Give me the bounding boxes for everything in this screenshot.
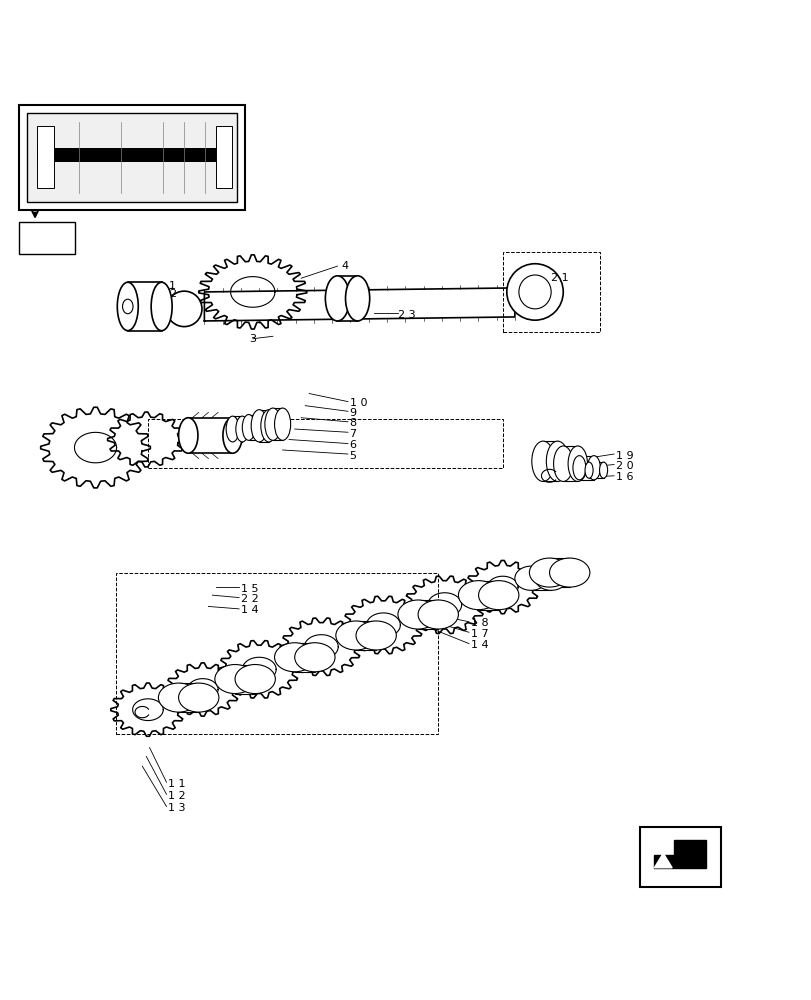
Ellipse shape: [506, 264, 563, 320]
Ellipse shape: [549, 558, 589, 587]
Ellipse shape: [226, 416, 238, 442]
Ellipse shape: [599, 462, 607, 478]
Ellipse shape: [260, 410, 277, 442]
Text: 1 8: 1 8: [470, 618, 487, 628]
Text: 3: 3: [248, 334, 255, 344]
Text: 2 3: 2 3: [397, 310, 415, 320]
Ellipse shape: [178, 418, 198, 453]
Ellipse shape: [151, 282, 172, 331]
Text: 1 0: 1 0: [349, 398, 367, 408]
Bar: [563, 446, 577, 481]
Ellipse shape: [534, 566, 567, 590]
Bar: [294, 643, 315, 672]
Ellipse shape: [234, 665, 275, 694]
Bar: [502, 252, 599, 332]
Ellipse shape: [336, 621, 375, 650]
Text: 1 5: 1 5: [240, 584, 258, 594]
Bar: [588, 462, 603, 478]
Polygon shape: [654, 840, 705, 868]
Text: 1 6: 1 6: [615, 472, 633, 482]
Text: 1: 1: [169, 281, 176, 291]
Bar: [579, 456, 593, 480]
Text: 7: 7: [349, 429, 356, 439]
Text: 9: 9: [349, 408, 356, 418]
Bar: [232, 416, 242, 442]
Ellipse shape: [518, 275, 551, 309]
Ellipse shape: [251, 410, 267, 442]
Text: 5: 5: [349, 451, 356, 461]
Ellipse shape: [397, 600, 438, 629]
Ellipse shape: [531, 441, 554, 481]
Ellipse shape: [235, 416, 248, 442]
Polygon shape: [654, 853, 672, 868]
Ellipse shape: [355, 621, 396, 650]
Bar: [478, 581, 498, 610]
Text: 1 2: 1 2: [168, 791, 186, 801]
Ellipse shape: [178, 683, 219, 712]
Ellipse shape: [529, 558, 569, 587]
Ellipse shape: [122, 299, 133, 314]
Bar: [37, 126, 54, 188]
Text: 2 2: 2 2: [240, 594, 258, 604]
Bar: [19, 222, 75, 254]
Ellipse shape: [478, 581, 518, 610]
Ellipse shape: [242, 415, 255, 440]
Ellipse shape: [584, 462, 592, 478]
Ellipse shape: [586, 456, 599, 480]
Ellipse shape: [573, 456, 585, 480]
Text: 1 1: 1 1: [168, 779, 186, 789]
Bar: [248, 415, 258, 440]
Bar: [115, 573, 438, 734]
Text: 1 7: 1 7: [470, 629, 487, 639]
Ellipse shape: [274, 643, 315, 672]
Ellipse shape: [553, 446, 573, 481]
Bar: [639, 827, 719, 887]
Bar: [418, 600, 438, 629]
Ellipse shape: [117, 282, 138, 331]
Text: 2 0: 2 0: [615, 461, 633, 471]
Bar: [272, 408, 282, 440]
Ellipse shape: [514, 566, 547, 590]
Bar: [234, 665, 255, 694]
Ellipse shape: [264, 408, 281, 440]
Ellipse shape: [345, 276, 369, 321]
Text: 1 4: 1 4: [470, 640, 487, 650]
Bar: [178, 683, 199, 712]
Text: 2: 2: [169, 289, 176, 299]
Text: 8: 8: [349, 418, 356, 428]
Text: 2 1: 2 1: [551, 273, 568, 283]
Bar: [216, 126, 232, 188]
Ellipse shape: [215, 665, 255, 694]
Bar: [127, 282, 161, 331]
Text: 6: 6: [349, 440, 356, 450]
Ellipse shape: [458, 581, 498, 610]
Bar: [355, 621, 375, 650]
Bar: [19, 105, 244, 210]
Ellipse shape: [325, 276, 349, 321]
Bar: [27, 113, 236, 202]
Ellipse shape: [568, 446, 586, 481]
Bar: [148, 419, 502, 468]
Ellipse shape: [546, 441, 569, 481]
Ellipse shape: [294, 643, 335, 672]
Ellipse shape: [251, 415, 264, 440]
Text: 1 3: 1 3: [168, 803, 186, 813]
Ellipse shape: [274, 408, 290, 440]
Ellipse shape: [418, 600, 458, 629]
Bar: [530, 566, 551, 590]
Text: 4: 4: [341, 261, 348, 271]
Bar: [259, 410, 268, 442]
Bar: [37, 148, 216, 162]
Bar: [543, 441, 557, 481]
Bar: [549, 558, 569, 587]
Ellipse shape: [158, 683, 199, 712]
Text: 1 4: 1 4: [240, 605, 258, 615]
Ellipse shape: [223, 418, 242, 453]
Bar: [337, 276, 357, 321]
Bar: [188, 418, 232, 453]
Text: 1 9: 1 9: [615, 451, 633, 461]
